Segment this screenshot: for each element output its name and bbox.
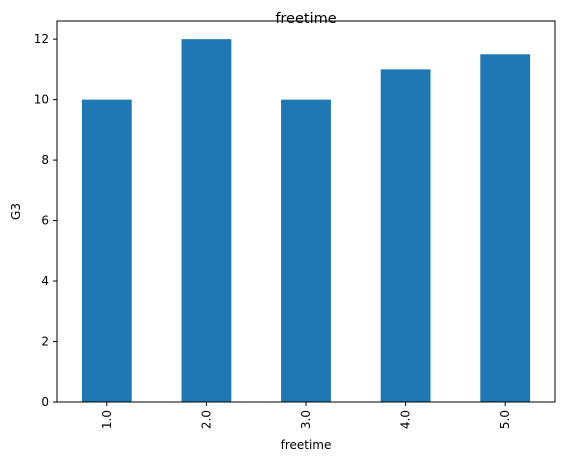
y-tick-label: 0 xyxy=(41,395,49,409)
x-tick-label: 3.0 xyxy=(299,410,313,429)
y-tick-label: 6 xyxy=(41,214,49,228)
y-tick-label: 12 xyxy=(34,32,49,46)
y-tick-label: 2 xyxy=(41,335,49,349)
y-tick-label: 8 xyxy=(41,153,49,167)
bar-4.0 xyxy=(380,69,431,402)
y-axis-label: G3 xyxy=(9,203,23,220)
bar-2.0 xyxy=(181,39,232,402)
bar-5.0 xyxy=(480,54,531,402)
chart-title: freetime xyxy=(275,11,336,27)
x-tick-label: 2.0 xyxy=(199,410,213,429)
bar-1.0 xyxy=(81,99,132,403)
x-tick-label: 4.0 xyxy=(399,410,413,429)
bar-3.0 xyxy=(281,99,331,403)
x-tick-label: 5.0 xyxy=(498,410,512,429)
y-tick-label: 10 xyxy=(34,93,49,107)
plot-area xyxy=(81,39,531,403)
x-axis: 1.0 2.0 3.0 4.0 5.0 xyxy=(100,402,512,429)
x-tick-label: 1.0 xyxy=(100,410,114,429)
y-axis: 0 2 4 6 8 10 12 xyxy=(34,32,57,409)
y-tick-label: 4 xyxy=(41,274,49,288)
x-axis-label: freetime xyxy=(281,438,332,452)
